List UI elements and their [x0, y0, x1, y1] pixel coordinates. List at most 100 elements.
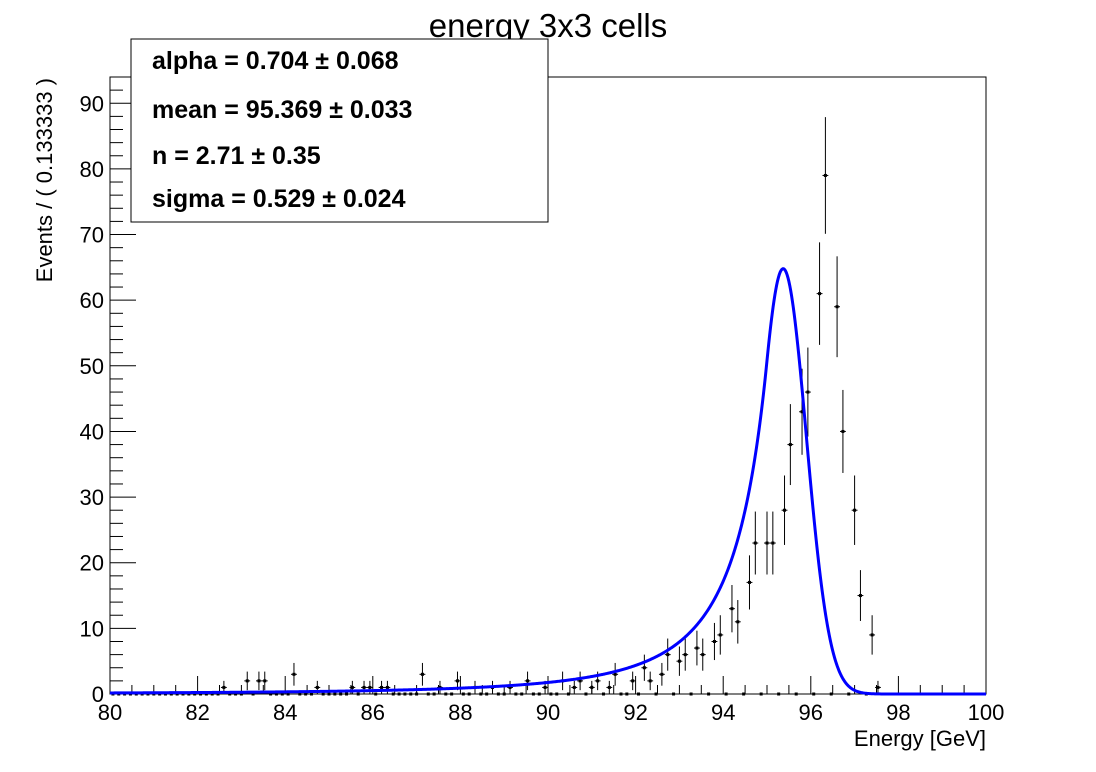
data-marker	[672, 692, 676, 696]
data-marker	[374, 692, 378, 696]
data-point	[577, 671, 584, 691]
data-marker	[403, 692, 407, 696]
data-marker	[549, 692, 553, 696]
data-marker	[753, 541, 757, 545]
data-point	[612, 662, 619, 686]
data-point	[343, 692, 350, 696]
data-marker	[450, 692, 454, 696]
data-point	[384, 680, 391, 694]
data-point	[758, 692, 765, 696]
data-point	[390, 692, 397, 696]
x-tick-label: 96	[799, 700, 823, 725]
data-point	[308, 692, 315, 696]
data-point	[600, 692, 607, 696]
data-marker	[531, 692, 535, 696]
fit-curve	[110, 267, 986, 696]
data-point	[875, 680, 881, 694]
data-marker	[239, 692, 243, 696]
data-marker	[747, 580, 751, 584]
y-tick-label: 60	[80, 288, 104, 313]
data-point	[466, 692, 473, 696]
data-point	[507, 680, 513, 694]
data-point	[460, 692, 467, 696]
data-marker	[607, 685, 611, 689]
data-point	[769, 511, 776, 575]
data-point	[711, 622, 718, 661]
data-point	[565, 692, 572, 696]
data-point	[623, 692, 630, 696]
data-marker	[584, 692, 588, 696]
data-point	[676, 646, 683, 676]
sigma-parameter: sigma = 0.529 ± 0.024	[152, 185, 406, 213]
x-tick-label: 86	[361, 700, 385, 725]
y-tick-label: 10	[80, 616, 104, 641]
data-point	[425, 692, 432, 696]
data-point	[331, 692, 338, 696]
data-point	[267, 692, 274, 696]
data-marker	[222, 685, 226, 689]
data-marker	[590, 685, 594, 689]
x-tick-label: 90	[536, 700, 560, 725]
axes: 80 82 84 86 88 90 92 94 96 98 100 0 10 20 30 40 50 60 70 80…	[80, 76, 1004, 725]
data-marker	[707, 692, 711, 696]
data-point	[653, 692, 659, 696]
data-marker	[654, 692, 658, 696]
data-point	[787, 404, 794, 486]
data-marker	[280, 692, 284, 696]
data-point	[688, 692, 694, 696]
data-marker	[245, 679, 249, 683]
data-point	[378, 680, 385, 694]
chart-title: energy 3x3 cells	[429, 7, 667, 44]
data-marker	[234, 692, 238, 696]
data-marker	[853, 508, 857, 512]
data-point	[495, 692, 502, 696]
data-point	[250, 692, 256, 696]
data-point	[431, 692, 438, 696]
data-marker	[362, 685, 366, 689]
data-marker	[339, 692, 343, 696]
data-point	[419, 662, 426, 686]
data-marker	[444, 692, 448, 696]
data-point	[682, 638, 689, 671]
data-marker	[812, 692, 816, 696]
data-marker	[502, 692, 506, 696]
data-point	[729, 585, 735, 633]
data-marker	[818, 292, 822, 296]
x-tick-label: 94	[711, 700, 735, 725]
data-point	[285, 692, 292, 696]
data-marker	[333, 692, 337, 696]
data-marker	[800, 410, 804, 414]
x-axis-label: Energy [GeV]	[854, 726, 986, 751]
data-point	[828, 692, 835, 696]
data-point	[822, 117, 829, 234]
data-point	[804, 347, 811, 437]
data-point	[372, 692, 379, 696]
data-marker	[432, 692, 436, 696]
data-marker	[257, 679, 261, 683]
data-point	[717, 615, 724, 655]
data-marker	[642, 666, 646, 670]
data-point	[530, 692, 537, 696]
data-marker	[771, 541, 775, 545]
data-point	[851, 475, 858, 545]
data-marker	[625, 692, 629, 696]
data-marker	[263, 679, 267, 683]
data-point	[746, 555, 753, 610]
data-point	[723, 692, 730, 696]
data-marker	[269, 692, 273, 696]
data-point	[618, 692, 624, 696]
data-point	[635, 692, 642, 696]
data-point	[588, 680, 595, 694]
data-marker	[683, 653, 687, 657]
data-point	[320, 692, 327, 696]
data-marker	[566, 692, 570, 696]
data-marker	[660, 672, 664, 676]
data-point	[816, 242, 823, 345]
data-marker	[514, 692, 518, 696]
data-point	[483, 692, 490, 696]
data-marker	[601, 692, 605, 696]
data-marker	[315, 685, 319, 689]
data-marker	[298, 692, 302, 696]
data-point	[740, 692, 747, 696]
data-marker	[847, 692, 851, 696]
